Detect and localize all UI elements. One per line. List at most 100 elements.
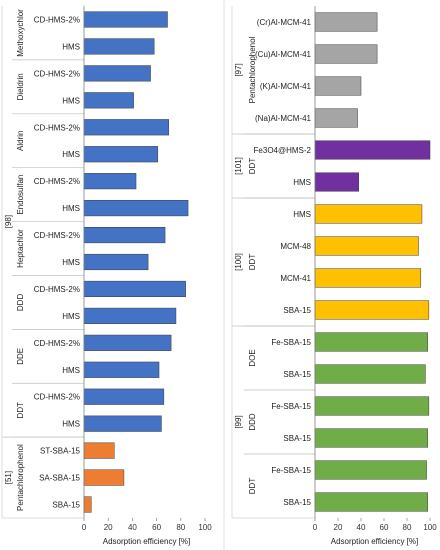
left-bar-2-1	[83, 146, 159, 163]
left-bar-3-0	[83, 173, 137, 190]
right-bar-2-0	[314, 204, 423, 224]
left-bar-label-1-1: HMS	[62, 96, 80, 105]
left-bar-1-1	[83, 92, 134, 109]
right-tick-label-5: 100	[423, 523, 437, 532]
left-bar-2-0	[83, 119, 169, 136]
right-tick-label-0: 0	[313, 523, 318, 532]
left-group-label-4: Heptachlor	[16, 229, 25, 268]
right-bar-2-3	[314, 300, 430, 320]
left-bar-5-1	[83, 307, 177, 324]
left-bar-label-8-2: SBA-15	[52, 501, 80, 510]
right-ref-label-2: [100]	[234, 253, 243, 271]
left-tick-label-1: 20	[104, 523, 113, 532]
left-bar-7-1	[83, 415, 162, 432]
left-tick-label-3: 60	[152, 523, 161, 532]
right-bar-0-3	[314, 108, 358, 128]
left-bar-8-1	[83, 469, 125, 486]
right-ref-label-1: [101]	[234, 157, 243, 175]
right-bar-5-0	[314, 460, 427, 480]
right-bar-4-1	[314, 428, 428, 448]
right-bar-label-1-0: Fe3O4@HMS-2	[254, 146, 312, 155]
right-bar-label-4-1: SBA-15	[283, 434, 311, 443]
left-bar-label-7-1: HMS	[62, 420, 80, 429]
right-bar-0-1	[314, 44, 378, 64]
left-bar-1-0	[83, 65, 151, 82]
left-ref-label-0: [98]	[4, 215, 13, 228]
left-bar-label-3-1: HMS	[62, 204, 80, 213]
right-bar-0-0	[314, 12, 378, 32]
left-bar-label-4-1: HMS	[62, 258, 80, 267]
left-bar-5-0	[83, 280, 186, 298]
right-group-label-5: DDT	[248, 478, 257, 495]
left-bar-label-5-1: HMS	[62, 312, 80, 321]
right-bar-1-0	[314, 140, 431, 160]
right-group-label-1: DDT	[248, 158, 257, 175]
right-bar-label-0-1: (Cu)Al-MCM-41	[255, 50, 312, 59]
right-bar-label-2-2: MCM-41	[280, 274, 311, 283]
right-bar-label-2-3: SBA-15	[283, 306, 311, 315]
right-bar-label-1-1: HMS	[293, 178, 311, 187]
right-bar-label-5-0: Fe-SBA-15	[271, 466, 311, 475]
left-group-label-5: DDD	[16, 294, 25, 312]
right-ref-label-0: [97]	[234, 63, 243, 76]
right-bar-2-2	[314, 268, 422, 288]
left-bar-label-0-1: HMS	[62, 42, 80, 51]
right-bar-3-0	[314, 332, 428, 352]
left-ref-label-1: [51]	[4, 471, 13, 484]
right-bar-label-0-3: (Na)Al-MCM-41	[255, 114, 312, 123]
left-bar-8-2	[83, 496, 92, 513]
right-bar-label-4-0: Fe-SBA-15	[271, 402, 311, 411]
right-bar-label-2-1: MCM-48	[280, 242, 311, 251]
left-bar-label-1-0: CD-HMS-2%	[34, 69, 80, 78]
left-bar-label-4-0: CD-HMS-2%	[34, 231, 80, 240]
left-bar-label-8-1: SA-SBA-15	[39, 474, 80, 483]
right-bar-1-1	[314, 172, 359, 192]
left-bar-label-6-1: HMS	[62, 366, 80, 375]
right-tick-label-3: 60	[380, 523, 389, 532]
right-bar-label-3-0: Fe-SBA-15	[271, 338, 311, 347]
left-bar-0-0	[83, 11, 168, 28]
right-bar-label-3-1: SBA-15	[283, 370, 311, 379]
left-group-label-7: DDT	[16, 402, 25, 419]
right-tick-label-4: 80	[403, 523, 412, 532]
left-group-label-3: Endosulfan	[16, 175, 25, 215]
left-tick-label-0: 0	[82, 523, 87, 532]
left-bar-label-3-0: CD-HMS-2%	[34, 177, 80, 186]
left-group-label-6: DDE	[16, 348, 25, 365]
right-group-label-4: DDD	[248, 413, 257, 431]
right-bar-3-1	[314, 364, 426, 384]
right-tick-label-2: 40	[357, 523, 366, 532]
left-bar-4-1	[83, 253, 149, 271]
left-bar-3-1	[83, 200, 189, 217]
left-x-axis-title: Adsorption efficiency [%]	[103, 537, 190, 546]
left-group-label-0: Methoxychlor	[16, 9, 25, 57]
left-bar-0-1	[83, 38, 155, 55]
left-bar-label-2-1: HMS	[62, 150, 80, 159]
right-bar-4-0	[314, 396, 430, 416]
left-bar-7-0	[83, 388, 165, 405]
left-group-label-8: Pentachlorophenol	[16, 444, 25, 511]
left-tick-label-5: 100	[198, 523, 212, 532]
left-bar-label-8-0: ST-SBA-15	[40, 447, 81, 456]
right-bar-0-2	[314, 76, 362, 96]
left-bar-label-6-0: CD-HMS-2%	[34, 339, 80, 348]
left-bar-6-1	[83, 361, 160, 378]
right-bar-5-1	[314, 492, 428, 512]
right-tick-label-1: 20	[334, 523, 343, 532]
left-bar-label-5-0: CD-HMS-2%	[34, 285, 80, 294]
right-group-label-3: DOE	[248, 349, 257, 366]
right-x-axis-title: Adsorption efficiency [%]	[331, 537, 418, 546]
left-bar-8-0	[83, 442, 115, 459]
left-bar-6-0	[83, 334, 172, 351]
right-bar-label-0-2: (K)Al-MCM-41	[260, 82, 312, 91]
right-bar-label-2-0: HMS	[293, 210, 311, 219]
right-ref-label-3: [99]	[234, 415, 243, 428]
right-group-label-0: Pentachlorophenol	[248, 36, 257, 103]
right-bar-label-0-0: (Cr)Al-MCM-41	[257, 18, 312, 27]
right-bar-label-5-1: SBA-15	[283, 498, 311, 507]
left-bar-label-7-0: CD-HMS-2%	[34, 393, 80, 402]
left-tick-label-2: 40	[128, 523, 137, 532]
right-group-label-2: DDT	[248, 254, 257, 271]
